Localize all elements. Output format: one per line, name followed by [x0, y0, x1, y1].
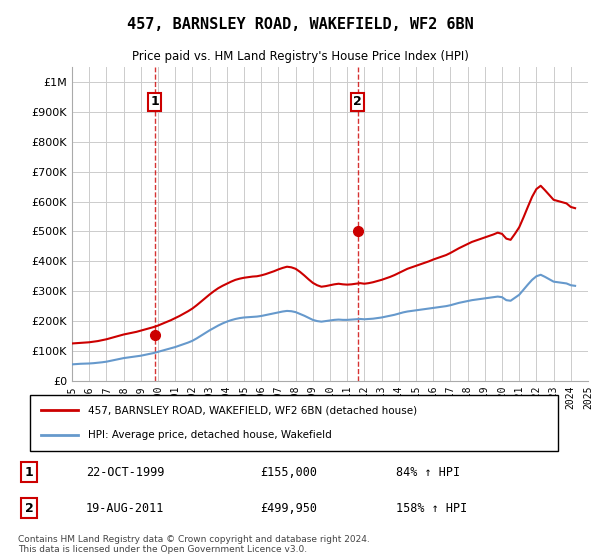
Text: £499,950: £499,950 — [260, 502, 317, 515]
Text: 2: 2 — [25, 502, 34, 515]
Text: Contains HM Land Registry data © Crown copyright and database right 2024.
This d: Contains HM Land Registry data © Crown c… — [18, 535, 370, 554]
Text: 2: 2 — [353, 95, 362, 108]
Text: Price paid vs. HM Land Registry's House Price Index (HPI): Price paid vs. HM Land Registry's House … — [131, 50, 469, 63]
Text: 457, BARNSLEY ROAD, WAKEFIELD, WF2 6BN (detached house): 457, BARNSLEY ROAD, WAKEFIELD, WF2 6BN (… — [88, 405, 417, 416]
Text: 84% ↑ HPI: 84% ↑ HPI — [396, 465, 460, 479]
FancyBboxPatch shape — [30, 395, 558, 451]
Text: HPI: Average price, detached house, Wakefield: HPI: Average price, detached house, Wake… — [88, 430, 332, 440]
Text: £155,000: £155,000 — [260, 465, 317, 479]
Text: 1: 1 — [25, 465, 34, 479]
Text: 22-OCT-1999: 22-OCT-1999 — [86, 465, 164, 479]
Text: 457, BARNSLEY ROAD, WAKEFIELD, WF2 6BN: 457, BARNSLEY ROAD, WAKEFIELD, WF2 6BN — [127, 17, 473, 32]
Text: 158% ↑ HPI: 158% ↑ HPI — [396, 502, 467, 515]
Text: 1: 1 — [150, 95, 159, 108]
Text: 19-AUG-2011: 19-AUG-2011 — [86, 502, 164, 515]
